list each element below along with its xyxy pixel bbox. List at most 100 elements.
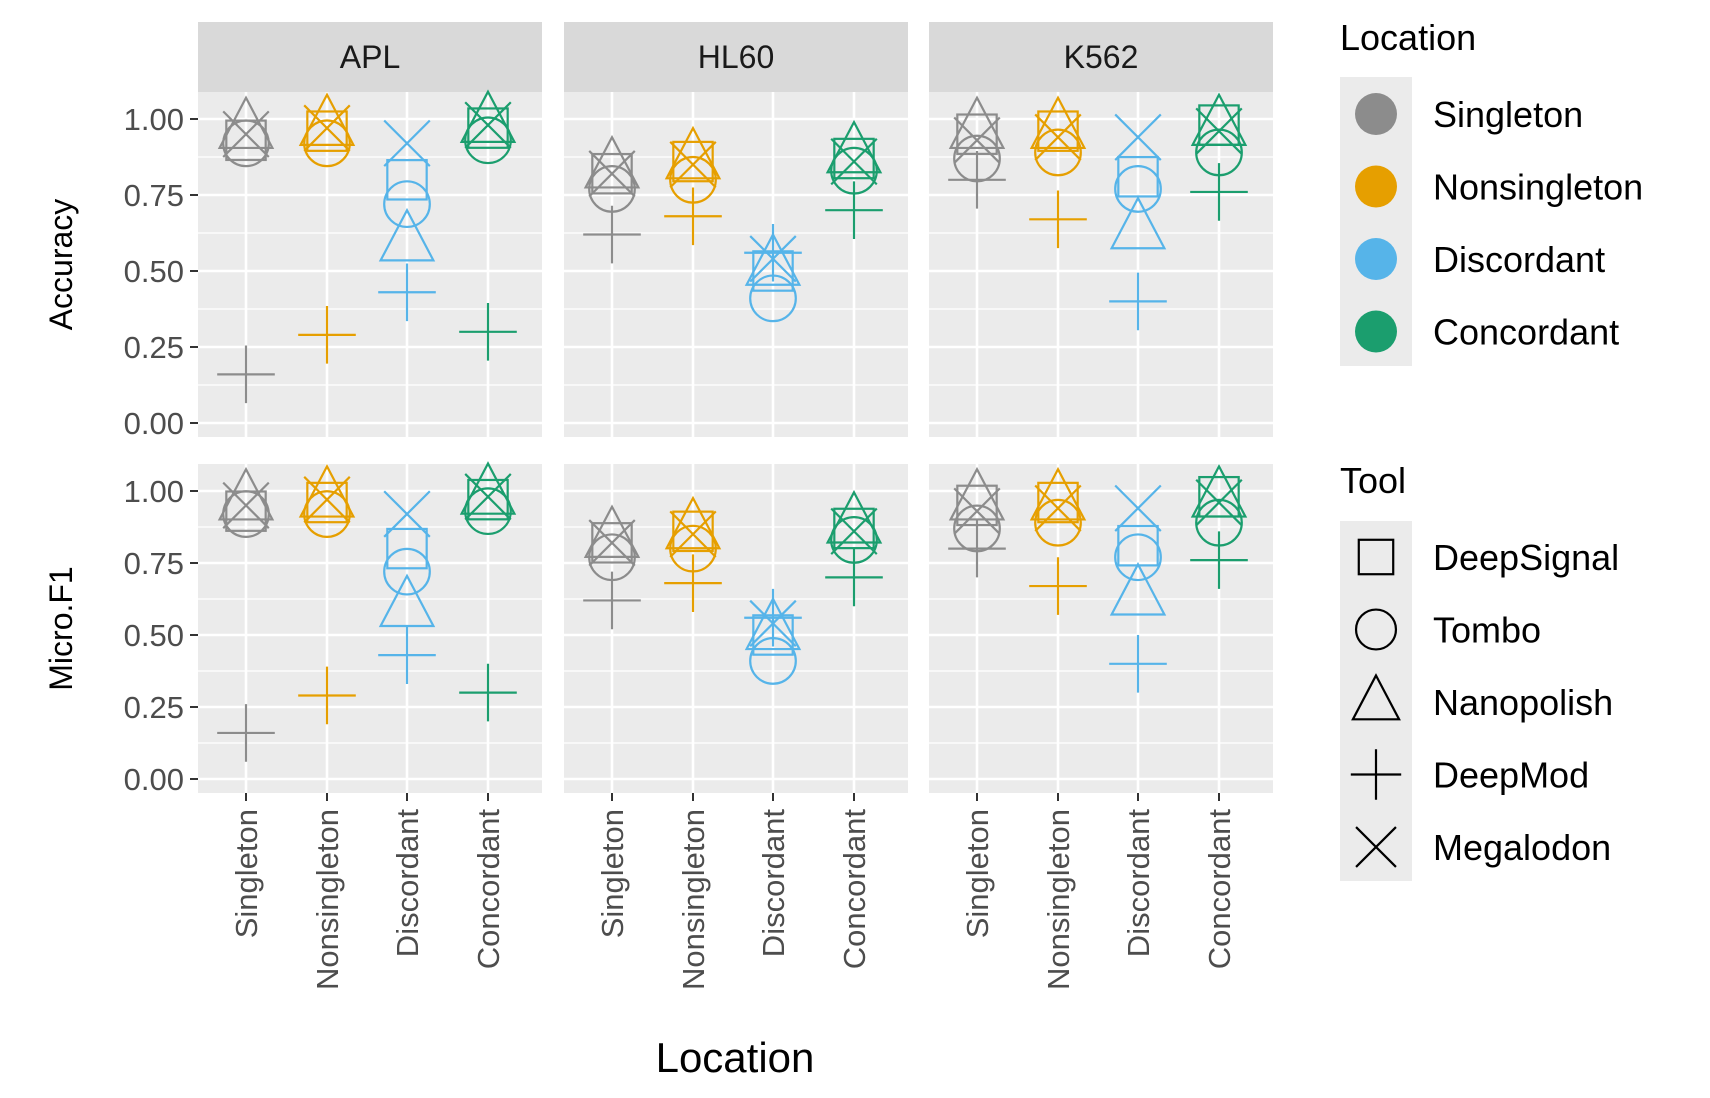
- point-micro-f1-hl60-singleton-deepmod: [583, 571, 641, 630]
- legend-key-singleton: [1355, 93, 1397, 135]
- point-micro-f1-apl-nonsingleton-tombo: [303, 490, 351, 538]
- y-tick-label: 0.50: [124, 618, 184, 653]
- y-tick-label: 1.00: [124, 102, 184, 137]
- point-micro-f1-hl60-concordant-megalodon: [830, 507, 878, 555]
- point-micro-f1-hl60-concordant-deepmod: [825, 548, 883, 607]
- point-micro-f1-apl-concordant-nanopolish: [459, 461, 517, 515]
- y-tick-label: 0.75: [124, 178, 184, 213]
- point-accuracy-k562-singleton-megalodon: [953, 116, 1001, 164]
- point-micro-f1-apl-discordant-tombo: [383, 547, 431, 596]
- legend-tool-title: Tool: [1340, 460, 1406, 501]
- point-micro-f1-hl60-discordant-nanopolish: [744, 596, 802, 651]
- legend-key-nanopolish: [1351, 673, 1401, 721]
- point-accuracy-hl60-discordant-deepmod: [744, 223, 802, 282]
- legend-key-background: [1340, 521, 1412, 881]
- point-micro-f1-k562-concordant-deepmod: [1190, 531, 1248, 589]
- point-micro-f1-hl60-nonsingleton-deepsignal: [672, 510, 714, 553]
- strip-hl60: [564, 22, 908, 92]
- point-accuracy-k562-singleton-nanopolish: [948, 95, 1006, 150]
- facet-panels: APL HL60 K562: [198, 22, 1273, 793]
- point-accuracy-apl-concordant-deepmod: [459, 303, 517, 361]
- point-accuracy-hl60-nonsingleton-deepmod: [664, 187, 722, 246]
- strip-k562: [929, 22, 1273, 92]
- x-tick-label-nonsingleton: Nonsingleton: [310, 809, 345, 990]
- y-tick-label: 0.25: [124, 330, 184, 365]
- point-accuracy-hl60-singleton-megalodon: [588, 150, 636, 198]
- point-micro-f1-hl60-nonsingleton-deepmod: [664, 554, 722, 612]
- legend-location-title: Location: [1340, 17, 1476, 58]
- strip-label-apl: APL: [340, 39, 400, 75]
- point-accuracy-hl60-concordant-megalodon: [830, 137, 878, 186]
- panel-background: [564, 92, 908, 437]
- point-micro-f1-k562-discordant-megalodon: [1114, 484, 1162, 532]
- legend-tool: Tool DeepSignal Tombo Nanopolish DeepMod Mega…: [1340, 460, 1619, 881]
- point-accuracy-hl60-concordant-deepmod: [825, 181, 883, 239]
- point-micro-f1-k562-nonsingleton-deepsignal: [1037, 481, 1079, 524]
- data-points: [217, 89, 1248, 762]
- y-axis-title-micro-f1: Micro.F1: [43, 566, 79, 690]
- point-micro-f1-k562-discordant-nanopolish: [1109, 561, 1167, 616]
- point-accuracy-apl-nonsingleton-megalodon: [303, 104, 351, 152]
- legend-label-singleton: Singleton: [1433, 94, 1583, 135]
- legend-label-discordant: Discordant: [1433, 239, 1605, 280]
- legend-key-discordant: [1355, 238, 1397, 280]
- legend-label-nanopolish: Nanopolish: [1433, 682, 1613, 723]
- x-tick-label-discordant: Discordant: [1121, 809, 1156, 958]
- point-accuracy-k562-discordant-deepmod: [1109, 272, 1167, 331]
- point-micro-f1-k562-nonsingleton-tombo: [1034, 498, 1082, 547]
- legend-label-deepmod: DeepMod: [1433, 755, 1589, 796]
- y-tick-label: 1.00: [124, 474, 184, 509]
- point-micro-f1-k562-discordant-deepmod: [1109, 635, 1167, 693]
- point-micro-f1-apl-nonsingleton-deepmod: [298, 666, 356, 725]
- point-accuracy-apl-nonsingleton-tombo: [303, 119, 351, 168]
- point-accuracy-apl-discordant-deepmod: [378, 263, 436, 322]
- legend-label-deepsignal: DeepSignal: [1433, 537, 1619, 578]
- point-accuracy-apl-nonsingleton-deepmod: [298, 306, 356, 364]
- point-micro-f1-apl-discordant-nanopolish: [378, 573, 436, 628]
- y-tick-label: 0.75: [124, 546, 184, 581]
- x-tick-label-nonsingleton: Nonsingleton: [676, 809, 711, 990]
- x-tick-label-concordant: Concordant: [837, 809, 872, 970]
- point-micro-f1-apl-nonsingleton-nanopolish: [298, 464, 356, 518]
- point-micro-f1-apl-concordant-megalodon: [464, 473, 512, 521]
- point-micro-f1-k562-singleton-megalodon: [953, 487, 1001, 535]
- x-tick-label-concordant: Concordant: [471, 809, 506, 970]
- point-accuracy-apl-singleton-megalodon: [222, 110, 270, 158]
- point-accuracy-apl-nonsingleton-nanopolish: [298, 92, 356, 146]
- panel-accuracy-hl60: [564, 92, 908, 437]
- point-accuracy-apl-discordant-nanopolish: [378, 207, 436, 262]
- y-tick-label: 0.00: [124, 406, 184, 441]
- y-axis-title-accuracy: Accuracy: [43, 199, 79, 331]
- legend-key-tombo: [1354, 608, 1398, 651]
- point-micro-f1-hl60-nonsingleton-megalodon: [669, 510, 717, 558]
- point-micro-f1-k562-singleton-nanopolish: [948, 466, 1006, 521]
- legend-key-nonsingleton: [1355, 165, 1397, 208]
- panel-accuracy-apl: [198, 92, 542, 437]
- point-accuracy-apl-singleton-deepmod: [217, 345, 275, 404]
- point-accuracy-k562-nonsingleton-deepmod: [1029, 190, 1087, 249]
- point-accuracy-k562-nonsingleton-deepsignal: [1037, 110, 1079, 152]
- point-micro-f1-k562-nonsingleton-megalodon: [1034, 484, 1082, 532]
- y-axes: 0.00 0.25 0.50 0.75 1.00 Accuracy 0.00 0.25 0.50…: [43, 102, 198, 797]
- point-accuracy-hl60-singleton-deepmod: [583, 205, 641, 264]
- x-axis-title: Location: [656, 1034, 815, 1081]
- legend-key-deepsignal: [1357, 538, 1395, 576]
- legend-label-concordant: Concordant: [1433, 312, 1619, 353]
- point-micro-f1-apl-singleton-deepmod: [217, 704, 275, 762]
- point-accuracy-hl60-discordant-megalodon: [749, 235, 797, 283]
- x-tick-label-singleton: Singleton: [595, 809, 630, 938]
- point-micro-f1-apl-discordant-deepmod: [378, 626, 436, 684]
- point-micro-f1-hl60-discordant-megalodon: [749, 599, 797, 648]
- point-accuracy-apl-singleton-nanopolish: [217, 95, 275, 150]
- panel-micro-f1-hl60: [564, 464, 908, 793]
- strip-label-k562: K562: [1064, 39, 1139, 75]
- point-micro-f1-apl-discordant-deepsignal: [386, 527, 428, 570]
- point-accuracy-k562-discordant-megalodon: [1114, 113, 1162, 161]
- point-micro-f1-apl-nonsingleton-megalodon: [303, 476, 351, 524]
- legend-key-deepmod: [1350, 749, 1402, 800]
- point-accuracy-k562-discordant-nanopolish: [1109, 195, 1167, 250]
- point-micro-f1-hl60-singleton-megalodon: [588, 519, 636, 567]
- x-tick-label-singleton: Singleton: [960, 809, 995, 938]
- point-micro-f1-hl60-nonsingleton-nanopolish: [664, 495, 722, 550]
